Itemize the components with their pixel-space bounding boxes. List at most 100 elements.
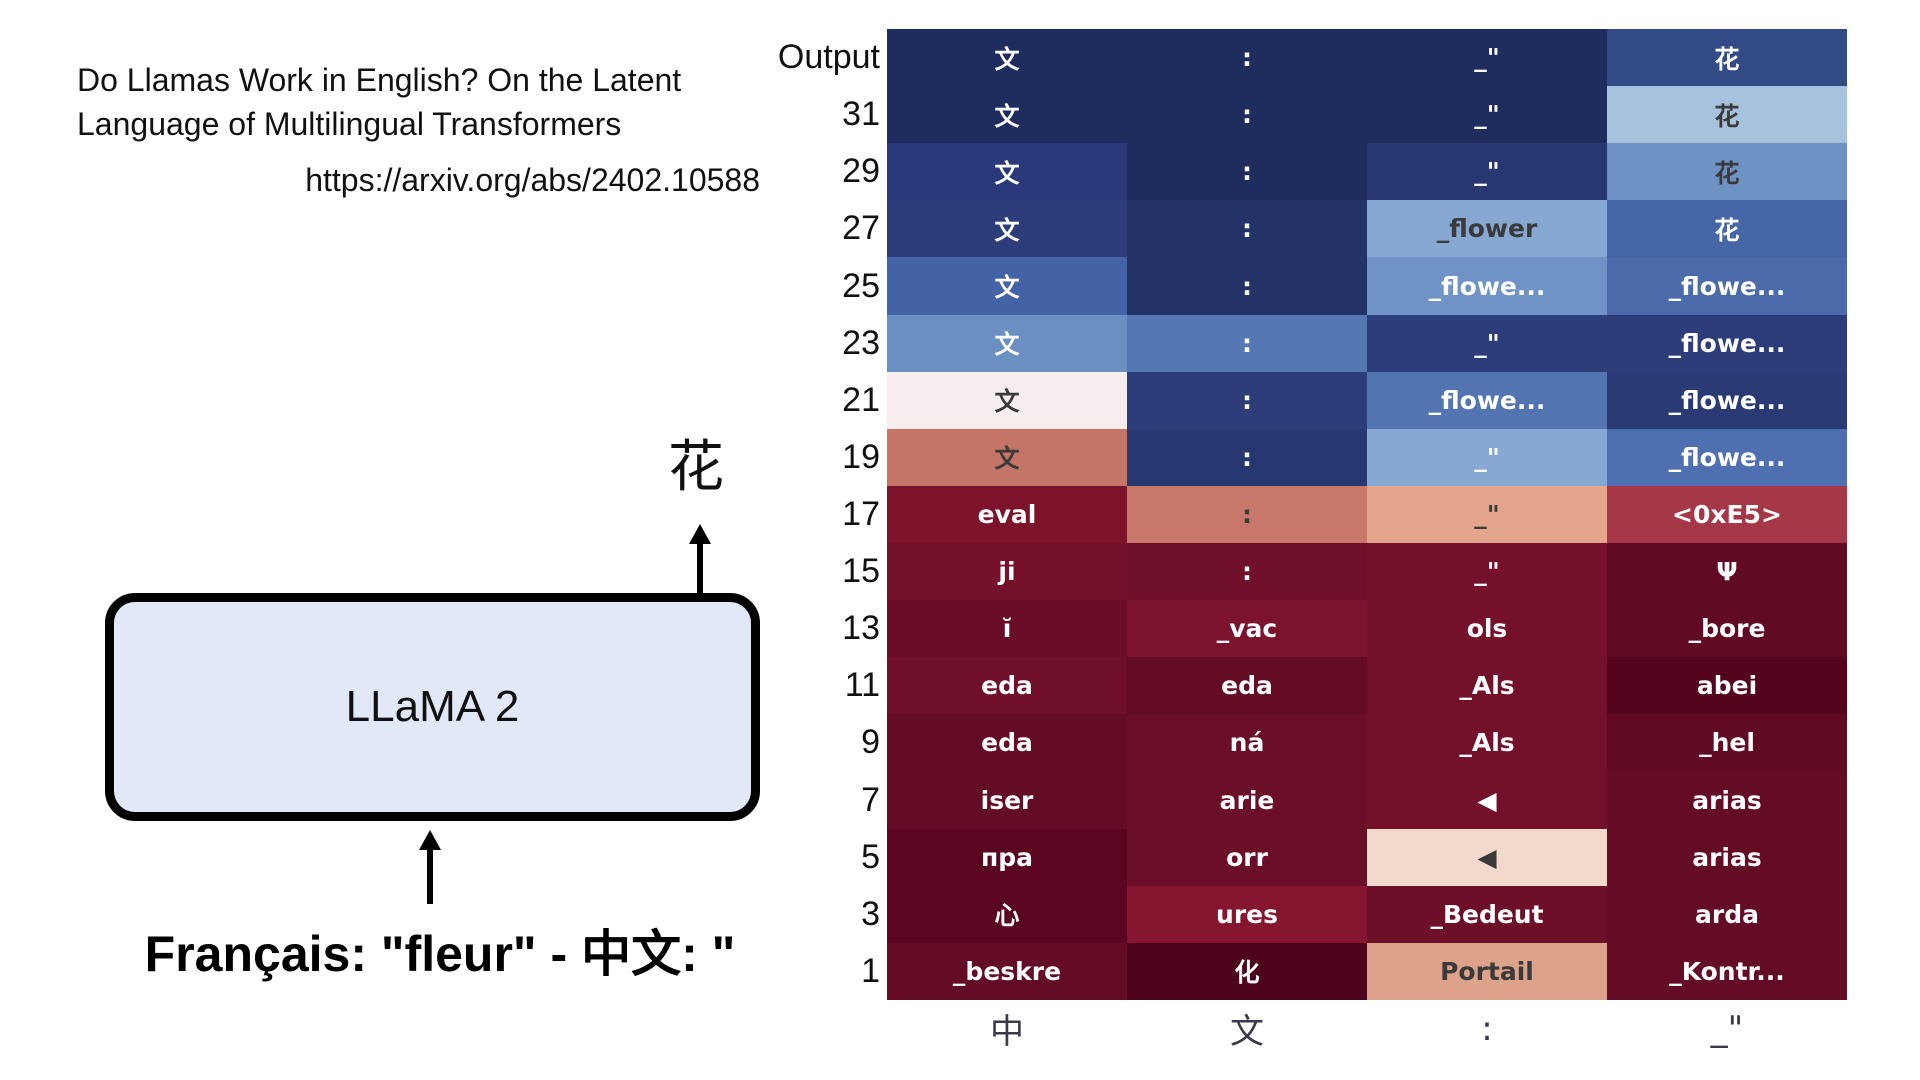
heatmap-cell: 文	[887, 371, 1127, 429]
heatmap-cell: ◀	[1367, 828, 1607, 886]
y-tick-label: 23	[842, 323, 880, 362]
heatmap-cell: :	[1127, 257, 1367, 315]
heatmap-cell: eval	[887, 485, 1127, 544]
heatmap-cell: :	[1127, 371, 1367, 429]
heatmap-cell: _Als	[1367, 714, 1607, 772]
heatmap-cell: _Kontr...	[1607, 942, 1847, 1000]
logit-lens-heatmap: 文: _" 花文: _" 花文: _" 花文: _flower 花文: _flowe... _flo…	[887, 29, 1847, 1000]
heatmap-cell: 文	[887, 143, 1127, 201]
heatmap-cell: _flowe...	[1367, 257, 1607, 315]
paper-title: Do Llamas Work in English? On the Latent…	[77, 58, 757, 146]
y-tick-label: 13	[842, 609, 880, 648]
x-tick-label: :	[1481, 1008, 1493, 1049]
heatmap-cell: :	[1127, 29, 1367, 87]
heatmap-cell: arias	[1607, 828, 1847, 886]
heatmap-cell: 文	[887, 29, 1127, 87]
heatmap-y-axis: Output 31 29 27 25 23 21 19 17 15 13 11 9 7 5 3 1	[760, 29, 880, 1000]
paper-title-line-2: Language of Multilingual Transformers	[77, 106, 622, 142]
heatmap-cell: 文	[887, 314, 1127, 372]
heatmap-cell: _flowe...	[1607, 314, 1847, 372]
heatmap-cell: _"	[1367, 314, 1607, 372]
heatmap-x-axis: 中 文: _"	[887, 1004, 1847, 1053]
y-tick-label: 17	[842, 494, 880, 533]
heatmap-cell: _"	[1367, 29, 1607, 87]
y-tick-label: Output	[777, 38, 880, 77]
heatmap-cell: _flowe...	[1607, 428, 1847, 486]
heatmap-cell: _"	[1367, 543, 1607, 601]
y-tick-label: 21	[842, 380, 880, 419]
heatmap-cell: 文	[887, 86, 1127, 144]
x-tick-label: 文	[1230, 1012, 1264, 1052]
heatmap-cell: ures	[1127, 885, 1367, 943]
heatmap-cell: ná	[1127, 714, 1367, 772]
heatmap-cell: 文	[887, 200, 1127, 258]
arrow-up-icon	[419, 830, 441, 904]
y-tick-label: 9	[861, 723, 880, 762]
paper-url[interactable]: https://arxiv.org/abs/2402.10588	[305, 162, 760, 198]
heatmap-cell: пра	[887, 828, 1127, 886]
y-tick-label: 1	[861, 951, 880, 990]
y-tick-label: 3	[861, 894, 880, 933]
heatmap-cell: arias	[1607, 771, 1847, 829]
y-tick-label: 5	[861, 837, 880, 876]
heatmap-cell: _"	[1367, 428, 1607, 486]
heatmap-cell: :	[1127, 200, 1367, 258]
heatmap-cell: :	[1127, 428, 1367, 486]
heatmap-cell: ols	[1367, 600, 1607, 658]
heatmap-cell: 文	[887, 257, 1127, 315]
heatmap-cell: _vac	[1127, 600, 1367, 658]
y-tick-label: 19	[842, 437, 880, 476]
heatmap-cell: ĭ	[887, 600, 1127, 658]
heatmap-cell: abei	[1607, 657, 1847, 715]
y-tick-label: 7	[861, 780, 880, 819]
heatmap-cell: <0xE5>	[1607, 485, 1847, 544]
x-tick-label: 中	[990, 1012, 1024, 1052]
heatmap-cell: :	[1127, 86, 1367, 144]
heatmap-cell: Ψ	[1607, 543, 1847, 601]
heatmap-cell: 花	[1607, 200, 1847, 258]
y-tick-label: 31	[842, 95, 880, 134]
heatmap-cell: :	[1127, 143, 1367, 201]
heatmap-cell: _beskre	[887, 942, 1127, 1000]
heatmap-cell: orr	[1127, 828, 1367, 886]
y-tick-label: 27	[842, 209, 880, 248]
heatmap-cell: 心	[887, 885, 1127, 943]
y-tick-label: 11	[844, 666, 880, 705]
heatmap-cell: 文	[887, 428, 1127, 486]
paper-title-line-1: Do Llamas Work in English? On the Latent	[77, 62, 682, 98]
y-tick-label: 29	[842, 152, 880, 191]
heatmap-cell: ji	[887, 543, 1127, 601]
model-box: LLaMA 2	[105, 593, 760, 821]
output-token: 花	[668, 435, 724, 500]
input-prompt: Français: "fleur" - 中文: "	[144, 926, 736, 982]
y-tick-label: 15	[842, 552, 880, 591]
heatmap-cell: _flowe...	[1607, 371, 1847, 429]
heatmap-cell: :	[1127, 543, 1367, 601]
arrow-up-icon	[689, 524, 711, 594]
heatmap-cell: _"	[1367, 485, 1607, 544]
heatmap-cell: arie	[1127, 771, 1367, 829]
heatmap-cell: _Als	[1367, 657, 1607, 715]
heatmap-cell: eda	[1127, 657, 1367, 715]
y-tick-label: 25	[842, 266, 880, 305]
heatmap-cell: _"	[1367, 86, 1607, 144]
heatmap-cell: _"	[1367, 143, 1607, 201]
heatmap-cell: _hel	[1607, 714, 1847, 772]
heatmap-cell: Portail	[1367, 942, 1607, 1000]
heatmap-cell: iser	[887, 771, 1127, 829]
heatmap-cell: _bore	[1607, 600, 1847, 658]
heatmap-cell: _Bedeut	[1367, 885, 1607, 943]
heatmap-cell: _flowe...	[1607, 257, 1847, 315]
heatmap-cell: eda	[887, 657, 1127, 715]
heatmap-cell: arda	[1607, 885, 1847, 943]
x-tick-label: _"	[1710, 1008, 1744, 1049]
heatmap-cell: _flower	[1367, 200, 1607, 258]
heatmap-cell: 花	[1607, 29, 1847, 87]
model-label: LLaMA 2	[345, 682, 520, 731]
heatmap-cell: 花	[1607, 86, 1847, 144]
heatmap-cell: :	[1127, 314, 1367, 372]
heatmap-cell: ◀	[1367, 771, 1607, 829]
heatmap-cell: _flowe...	[1367, 371, 1607, 429]
heatmap-cell: 花	[1607, 143, 1847, 201]
heatmap-cell: eda	[887, 714, 1127, 772]
